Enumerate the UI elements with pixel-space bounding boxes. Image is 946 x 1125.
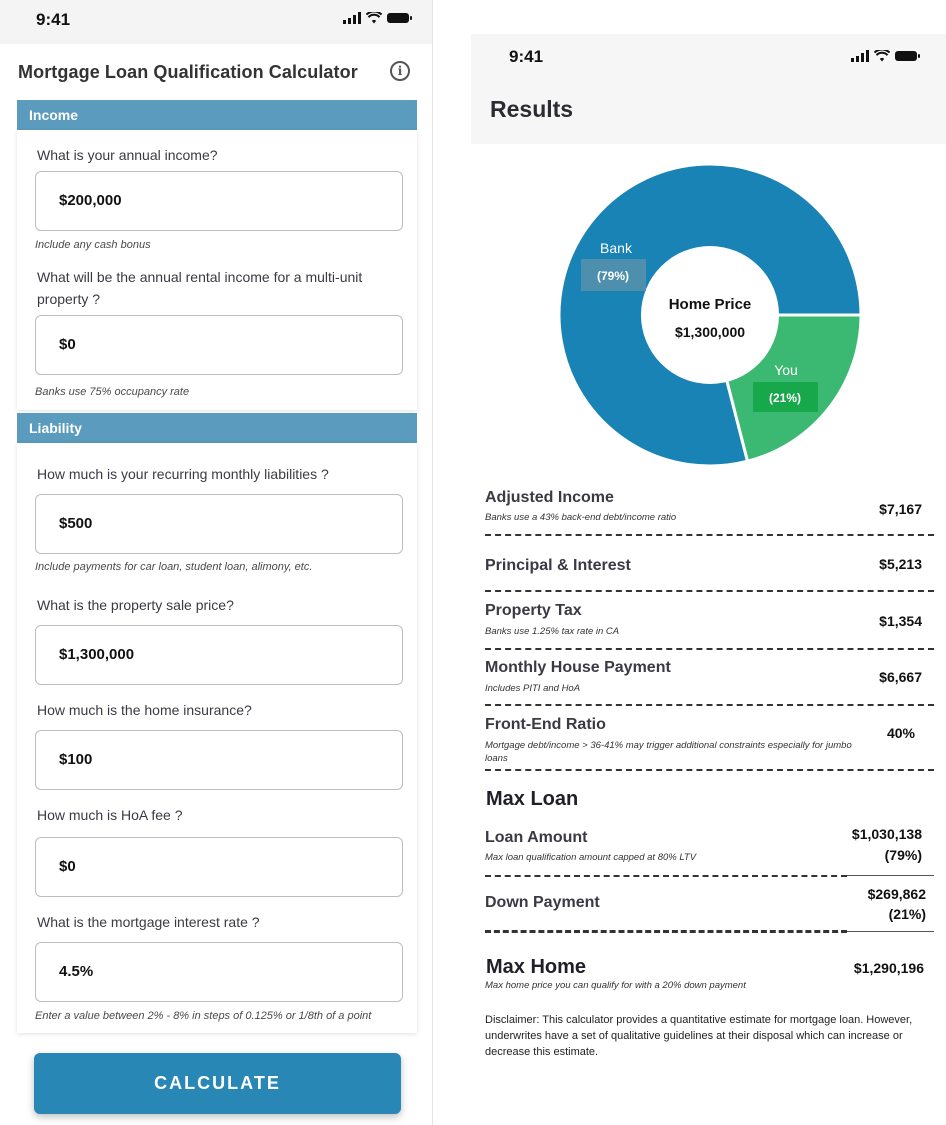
liability-section-header: Liability xyxy=(17,413,417,443)
wifi-icon xyxy=(366,12,382,24)
front-end-ratio-note: Mortgage debt/income > 36-41% may trigge… xyxy=(485,740,852,764)
you-pct-box xyxy=(753,382,818,412)
rental-income-label: What will be the annual rental income fo… xyxy=(37,269,363,307)
signal-icon xyxy=(851,50,869,62)
calculate-button[interactable]: CALCULATE xyxy=(34,1053,401,1114)
divider xyxy=(485,930,847,933)
monthly-payment-label: Monthly House Payment xyxy=(485,659,671,676)
donut-center-value: $1,300,000 xyxy=(675,324,745,340)
adjusted-income-note: Banks use a 43% back-end debt/income rat… xyxy=(485,512,677,523)
annual-income-input[interactable]: $200,000 xyxy=(35,171,403,231)
calculator-screen: 9:41 Mortgage Loan Qualification Calcula… xyxy=(0,0,433,1125)
liabilities-input[interactable]: $500 xyxy=(35,494,403,554)
monthly-payment-value: $6,667 xyxy=(879,669,922,685)
annual-income-label: What is your annual income? xyxy=(37,147,218,163)
divider xyxy=(847,931,934,932)
property-tax-value: $1,354 xyxy=(879,613,922,629)
results-title: Results xyxy=(490,96,574,122)
status-time: 9:41 xyxy=(36,10,71,29)
adjusted-income-value: $7,167 xyxy=(879,501,922,517)
interest-rate-label: What is the mortgage interest rate ? xyxy=(37,914,260,930)
status-icons xyxy=(343,12,412,24)
property-tax-note: Banks use 1.25% tax rate in CA xyxy=(485,626,620,637)
divider xyxy=(485,534,934,536)
down-payment-label: Down Payment xyxy=(485,894,600,911)
donut-hole xyxy=(641,246,779,384)
property-tax-label: Property Tax xyxy=(485,602,582,619)
divider xyxy=(485,769,934,771)
wifi-icon xyxy=(874,50,890,62)
results-screen: 9:41 Results Home Price $1,300,000 Bank … xyxy=(471,34,946,1125)
max-home-note: Max home price you can qualify for with … xyxy=(485,980,746,991)
interest-rate-input[interactable]: 4.5% xyxy=(35,942,403,1002)
divider xyxy=(485,875,847,877)
principal-interest-value: $5,213 xyxy=(879,556,922,572)
liabilities-label: How much is your recurring monthly liabi… xyxy=(37,466,329,482)
down-payment-pct: (21%) xyxy=(888,906,926,922)
home-price-donut-chart: Home Price $1,300,000 Bank (79%) You (21… xyxy=(557,165,863,465)
bank-pct-box xyxy=(581,259,646,291)
annual-income-hint: Include any cash bonus xyxy=(35,239,151,251)
hoa-input[interactable]: $0 xyxy=(35,837,403,897)
interest-rate-hint: Enter a value between 2% - 8% in steps o… xyxy=(35,1010,372,1022)
loan-amount-label: Loan Amount xyxy=(485,829,588,846)
loan-amount-pct: (79%) xyxy=(884,847,922,863)
income-section-header: Income xyxy=(17,100,417,130)
sale-price-input[interactable]: $1,300,000 xyxy=(35,625,403,685)
rental-income-hint: Banks use 75% occupancy rate xyxy=(35,386,190,398)
divider xyxy=(485,590,934,592)
max-home-label: Max Home xyxy=(486,956,587,978)
front-end-ratio-value: 40% xyxy=(886,725,915,741)
max-home-value: $1,290,196 xyxy=(853,960,924,976)
rental-income-input[interactable]: $0 xyxy=(35,315,403,375)
monthly-payment-note: Includes PITI and HoA xyxy=(485,683,581,694)
disclaimer-text: Disclaimer: This calculator provides a q… xyxy=(485,1014,913,1058)
loan-amount-note: Max loan qualification amount capped at … xyxy=(485,852,697,863)
front-end-ratio-label: Front-End Ratio xyxy=(485,716,606,733)
donut-center-title: Home Price xyxy=(669,296,752,313)
insurance-input[interactable]: $100 xyxy=(35,730,403,790)
insurance-label: How much is the home insurance? xyxy=(37,702,252,718)
down-payment-value: $269,862 xyxy=(867,886,926,902)
page-title: Mortgage Loan Qualification Calculator xyxy=(18,62,358,82)
status-time: 9:41 xyxy=(509,47,544,66)
bank-pct-label: (79%) xyxy=(597,269,629,283)
hoa-label: How much is HoA fee ? xyxy=(37,807,183,823)
status-bar: 9:41 xyxy=(0,0,432,44)
results-header: 9:41 Results xyxy=(471,34,946,144)
divider xyxy=(485,648,934,650)
info-icon[interactable]: i xyxy=(390,61,410,81)
battery-icon xyxy=(387,13,412,23)
you-pct-label: (21%) xyxy=(769,391,801,405)
signal-icon xyxy=(343,12,361,24)
adjusted-income-label: Adjusted Income xyxy=(485,489,614,506)
battery-icon xyxy=(895,51,920,61)
loan-amount-value: $1,030,138 xyxy=(851,826,922,842)
divider xyxy=(485,704,934,706)
max-loan-heading: Max Loan xyxy=(486,788,579,810)
divider xyxy=(847,875,934,876)
principal-interest-label: Principal & Interest xyxy=(485,557,631,574)
status-icons xyxy=(851,50,920,62)
liabilities-hint: Include payments for car loan, student l… xyxy=(35,561,313,573)
you-label: You xyxy=(774,362,798,378)
bank-label: Bank xyxy=(600,240,633,256)
sale-price-label: What is the property sale price? xyxy=(37,597,234,613)
